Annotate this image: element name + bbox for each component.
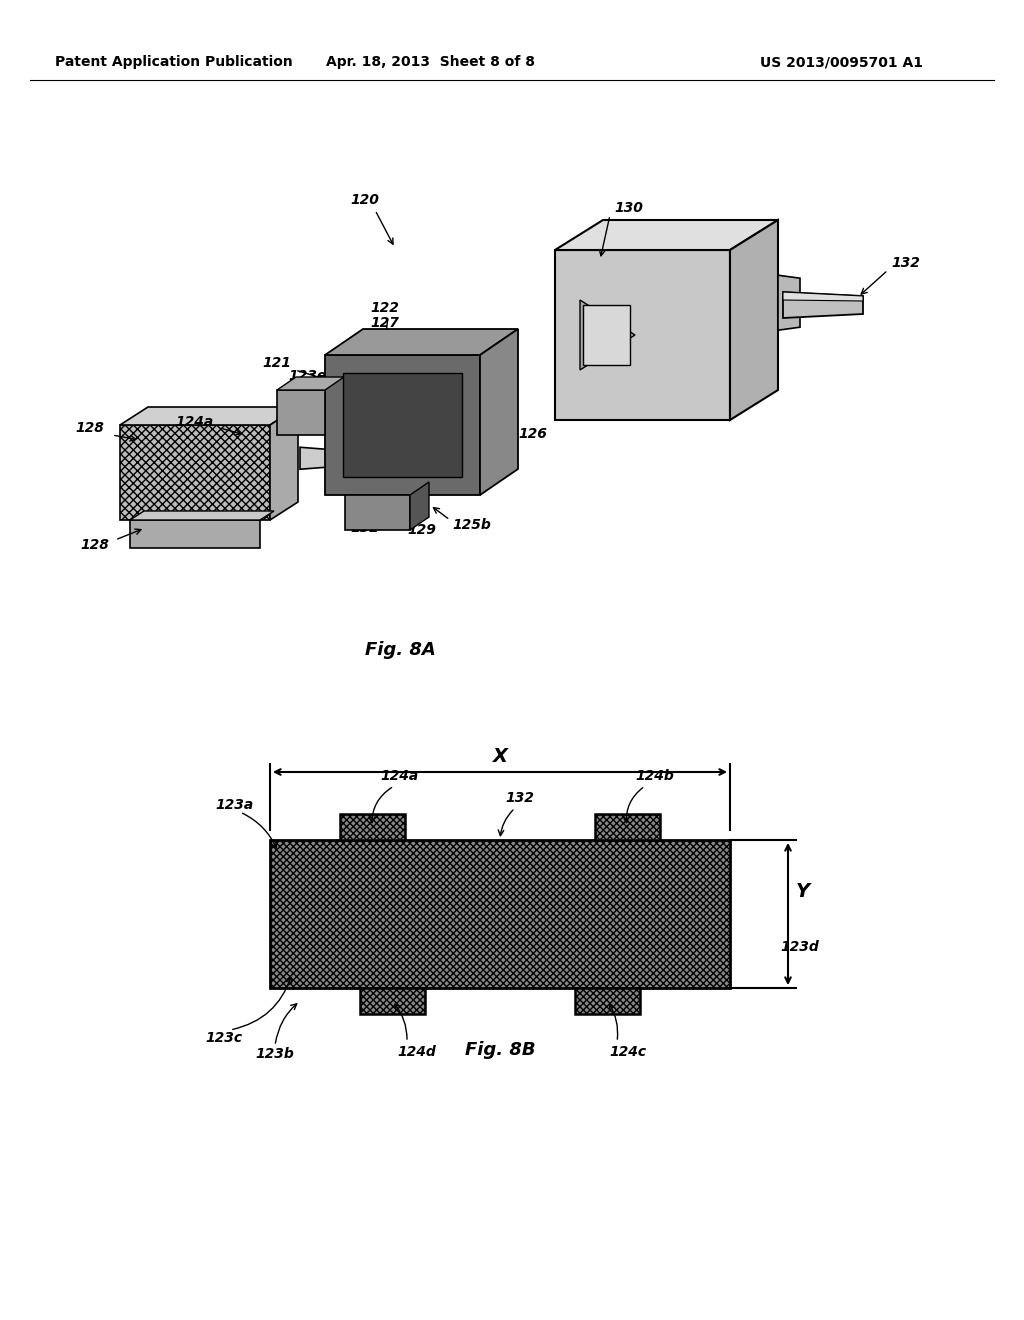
Text: Apr. 18, 2013  Sheet 8 of 8: Apr. 18, 2013 Sheet 8 of 8 bbox=[326, 55, 535, 69]
Polygon shape bbox=[583, 305, 630, 366]
Text: X: X bbox=[493, 747, 508, 766]
Text: 124b: 124b bbox=[635, 770, 674, 783]
Polygon shape bbox=[555, 249, 730, 420]
Text: 123d: 123d bbox=[780, 940, 819, 953]
Text: US 2013/0095701 A1: US 2013/0095701 A1 bbox=[760, 55, 923, 69]
Polygon shape bbox=[783, 292, 863, 318]
Text: 124c: 124c bbox=[609, 1045, 646, 1059]
Polygon shape bbox=[130, 511, 274, 520]
Polygon shape bbox=[360, 987, 425, 1014]
Text: 128: 128 bbox=[75, 421, 103, 436]
Text: 123a: 123a bbox=[215, 799, 253, 812]
Text: 123e: 123e bbox=[288, 370, 327, 383]
Polygon shape bbox=[345, 495, 410, 531]
Polygon shape bbox=[480, 329, 518, 495]
Text: 128: 128 bbox=[80, 539, 109, 552]
Text: 124b: 124b bbox=[285, 401, 324, 414]
Text: 125b: 125b bbox=[452, 517, 490, 532]
Polygon shape bbox=[595, 814, 660, 840]
Text: Fig. 8A: Fig. 8A bbox=[365, 642, 435, 659]
Polygon shape bbox=[278, 389, 325, 436]
Polygon shape bbox=[120, 407, 298, 425]
Text: 126: 126 bbox=[518, 426, 547, 441]
Polygon shape bbox=[325, 355, 480, 495]
Text: 123c: 123c bbox=[205, 1031, 242, 1045]
Polygon shape bbox=[325, 329, 518, 355]
Polygon shape bbox=[270, 840, 730, 987]
Polygon shape bbox=[270, 407, 298, 520]
Polygon shape bbox=[343, 374, 462, 477]
Polygon shape bbox=[575, 987, 640, 1014]
Polygon shape bbox=[580, 300, 635, 370]
Polygon shape bbox=[340, 814, 406, 840]
Text: 124a: 124a bbox=[175, 414, 213, 429]
Text: 125a: 125a bbox=[290, 387, 329, 401]
Polygon shape bbox=[555, 220, 778, 249]
Text: 122: 122 bbox=[370, 301, 399, 315]
Text: Y: Y bbox=[796, 882, 810, 902]
Polygon shape bbox=[278, 378, 344, 389]
Polygon shape bbox=[778, 275, 800, 330]
Polygon shape bbox=[130, 520, 260, 548]
Text: 130: 130 bbox=[614, 201, 643, 215]
Text: Fig. 8B: Fig. 8B bbox=[465, 1041, 536, 1059]
Polygon shape bbox=[300, 447, 365, 469]
Text: Patent Application Publication: Patent Application Publication bbox=[55, 55, 293, 69]
Text: 132: 132 bbox=[891, 256, 920, 271]
Polygon shape bbox=[783, 292, 863, 301]
Text: 121: 121 bbox=[262, 356, 291, 370]
Text: 124a: 124a bbox=[380, 770, 418, 783]
Text: 129: 129 bbox=[407, 523, 436, 537]
Text: 132: 132 bbox=[350, 521, 379, 535]
Polygon shape bbox=[120, 425, 270, 520]
Text: 120: 120 bbox=[350, 193, 379, 207]
Polygon shape bbox=[410, 482, 429, 531]
Text: 123b: 123b bbox=[255, 1047, 294, 1061]
Text: 127: 127 bbox=[370, 315, 399, 330]
Text: 132: 132 bbox=[505, 791, 534, 805]
Text: 124d: 124d bbox=[397, 1045, 436, 1059]
Polygon shape bbox=[730, 220, 778, 420]
